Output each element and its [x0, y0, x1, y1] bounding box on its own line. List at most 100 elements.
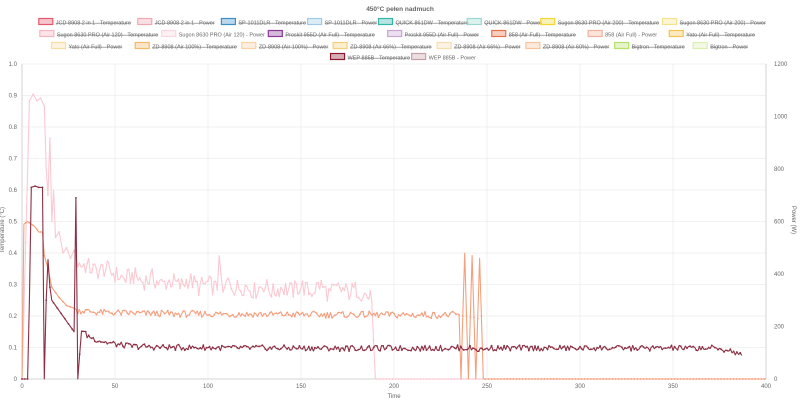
series-point [166, 309, 169, 312]
series-point [425, 349, 428, 351]
series-point [279, 286, 282, 289]
series-point [304, 349, 307, 352]
series-point [227, 277, 230, 280]
series-point [261, 287, 264, 290]
legend-label: SP-1011DLR - Temperature [238, 21, 306, 27]
series-point [710, 344, 713, 347]
legend-label: ZD-8908 (Air 66%) - Temperature [350, 45, 432, 51]
series-point [419, 378, 422, 380]
series-point [720, 378, 722, 380]
series-point [191, 286, 194, 289]
series-point [92, 311, 95, 314]
series-point [37, 186, 40, 189]
series-point [583, 345, 586, 347]
series-point [283, 344, 285, 347]
series-point [652, 345, 654, 348]
series-point [521, 378, 524, 380]
series-point [120, 274, 123, 277]
series-point [221, 344, 223, 347]
series-point [611, 378, 614, 380]
series-point [185, 316, 188, 318]
series-point [36, 228, 38, 231]
series-point [211, 346, 214, 349]
series-point [169, 285, 172, 288]
series-point [244, 315, 247, 318]
series-point [456, 378, 459, 380]
series-point [54, 291, 57, 294]
series-point [151, 311, 154, 314]
series-point [543, 346, 546, 349]
series-point [589, 378, 592, 380]
series-point [238, 312, 240, 314]
series-point [323, 285, 326, 288]
series-point [131, 346, 134, 348]
series-point [478, 378, 481, 380]
series-point [477, 350, 480, 352]
series-point [256, 315, 259, 317]
series-point [366, 346, 369, 348]
series-point [329, 289, 332, 292]
series-point [605, 347, 608, 350]
series-point [220, 273, 222, 275]
series-point [732, 350, 735, 353]
series-point [23, 378, 26, 380]
series-point [123, 309, 126, 312]
chart-title: 450°C pełen nadmuch [366, 5, 434, 13]
legend-label: Proskit 955D (Air Full) - Temperature [285, 33, 374, 39]
series-point [441, 349, 443, 352]
series-point [32, 93, 35, 96]
series-point [236, 347, 239, 349]
series-point [320, 279, 323, 282]
series-point [204, 282, 206, 285]
series-point [442, 313, 445, 316]
series-point [394, 346, 397, 349]
series-point [589, 348, 592, 351]
legend-swatch [436, 41, 452, 50]
series-point [115, 345, 118, 348]
series-point [692, 345, 694, 348]
series-point [140, 345, 143, 348]
x-tick-label: 100 [203, 384, 214, 390]
series-point [118, 343, 121, 346]
series-point [95, 313, 98, 316]
series-point [435, 345, 437, 348]
series-point [50, 286, 53, 288]
series-point [352, 313, 355, 316]
series-point [376, 378, 378, 380]
series-point [382, 345, 384, 347]
series-point [169, 311, 172, 313]
legend-swatch [329, 52, 346, 61]
y-right-tick-label: 0 [774, 377, 778, 383]
series-point [540, 347, 543, 350]
series-point [739, 351, 742, 354]
series-point [698, 378, 701, 380]
series-point [531, 378, 533, 380]
series-point [469, 378, 471, 380]
series-point [754, 378, 756, 380]
series-point [289, 349, 291, 351]
series-point [357, 296, 360, 299]
series-point [621, 346, 623, 349]
series-point [174, 349, 177, 351]
series-point [63, 317, 66, 320]
series-point [627, 346, 629, 349]
series-point [565, 378, 567, 380]
series-point [346, 315, 349, 318]
series-point [93, 340, 96, 343]
legend-label: ZD-8908 (Air 100%) - Temperature [152, 45, 237, 51]
series-point [317, 281, 319, 284]
legend-label: Sugon 8630 PRO (Air 120) - Temperature [57, 33, 158, 39]
y-left-tick-label: 0.6 [9, 188, 18, 194]
series-point [487, 378, 490, 380]
series-point [236, 279, 239, 282]
series-point [328, 316, 330, 319]
series-point [239, 290, 242, 292]
legend-swatch [39, 29, 55, 38]
series-point [286, 293, 288, 296]
x-tick-label: 150 [296, 384, 307, 390]
series-point [388, 378, 391, 380]
series-point [462, 378, 465, 380]
series-point [270, 296, 273, 298]
series-point [205, 346, 208, 349]
series-point [473, 316, 475, 319]
